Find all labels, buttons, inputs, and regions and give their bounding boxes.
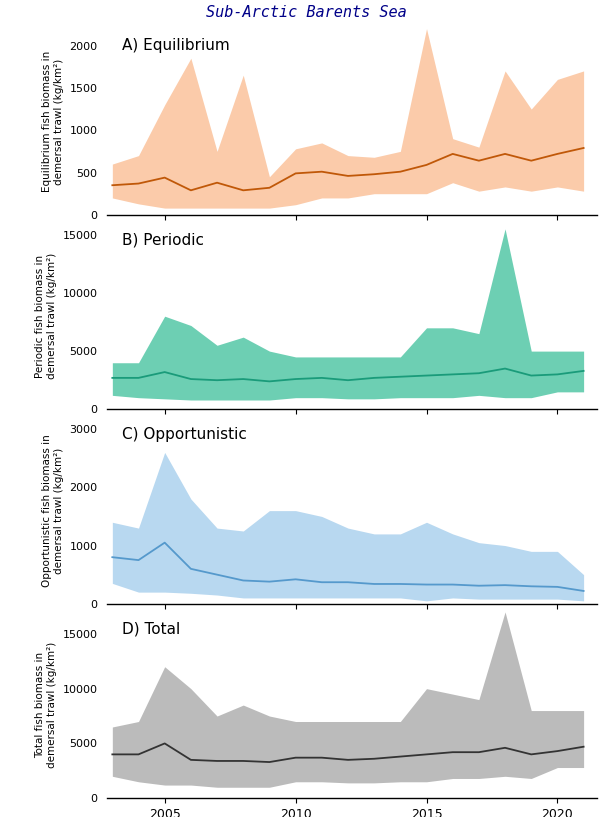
Text: C) Opportunistic: C) Opportunistic bbox=[122, 426, 247, 442]
Text: Sub-Arctic Barents Sea: Sub-Arctic Barents Sea bbox=[206, 5, 406, 20]
Text: A) Equilibrium: A) Equilibrium bbox=[122, 38, 230, 53]
Y-axis label: Opportunistic fish biomass in
demersal trawl (kg/km²): Opportunistic fish biomass in demersal t… bbox=[42, 435, 64, 587]
Y-axis label: Total fish biomass in
demersal trawl (kg/km²): Total fish biomass in demersal trawl (kg… bbox=[35, 642, 57, 768]
Y-axis label: Equilibrium fish biomass in
demersal trawl (kg/km²): Equilibrium fish biomass in demersal tra… bbox=[42, 51, 64, 192]
Y-axis label: Periodic fish biomass in
demersal trawl (kg/km²): Periodic fish biomass in demersal trawl … bbox=[35, 253, 57, 379]
Text: D) Total: D) Total bbox=[122, 621, 180, 636]
Text: B) Periodic: B) Periodic bbox=[122, 232, 204, 248]
